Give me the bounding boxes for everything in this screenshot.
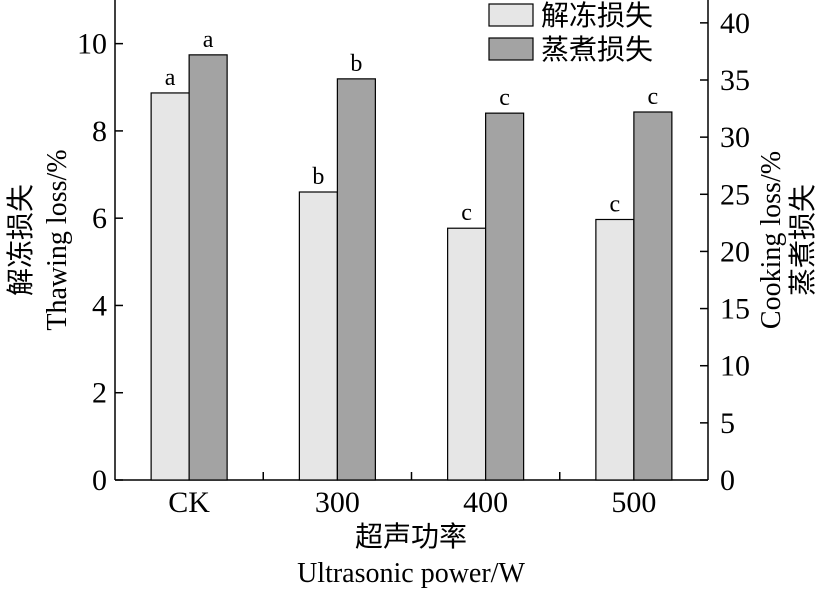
bars xyxy=(150,54,673,481)
left-y-ticks: 0 2 4 6 8 10 xyxy=(77,28,123,497)
legend-label-cooking: 蒸煮损失 xyxy=(541,34,653,66)
x-ticks: CK 300 400 500 xyxy=(168,472,656,519)
legend-swatch-cooking xyxy=(488,37,534,61)
right-y-axis-title-en: Cooking loss/% xyxy=(756,151,787,329)
x-axis-title-en: Ultrasonic power/W xyxy=(297,558,525,589)
x-tick-label: 400 xyxy=(463,486,508,519)
bar xyxy=(485,112,525,481)
right-y-tick-label: 20 xyxy=(720,235,750,268)
right-y-tick-label: 5 xyxy=(720,407,735,440)
x-tick-label: CK xyxy=(168,486,210,519)
right-y-tick-label: 30 xyxy=(720,121,750,154)
significance-labels: a b c c a b c c xyxy=(165,27,658,226)
bar xyxy=(188,54,228,481)
left-y-axis-title-cn: 解冻损失 xyxy=(5,184,37,296)
bar xyxy=(633,111,673,481)
left-y-tick-label: 6 xyxy=(92,202,107,235)
legend: 解冻损失 蒸煮损失 xyxy=(488,0,653,66)
x-tick-label: 300 xyxy=(315,486,360,519)
bar-significance-label: a xyxy=(203,27,214,53)
left-y-axis-title-en: Thawing loss/% xyxy=(42,149,73,330)
x-axis-title-cn: 超声功率 xyxy=(355,521,467,553)
left-y-tick-label: 0 xyxy=(92,464,107,497)
bar xyxy=(447,227,487,481)
left-y-tick-label: 8 xyxy=(92,115,107,148)
right-y-tick-label: 15 xyxy=(720,293,750,326)
bar xyxy=(336,78,376,481)
right-y-tick-label: 10 xyxy=(720,350,750,383)
bar-significance-label: c xyxy=(499,85,510,111)
right-y-tick-label: 35 xyxy=(720,64,750,97)
x-tick-label: 500 xyxy=(611,486,656,519)
bar xyxy=(298,191,338,481)
right-y-tick-label: 0 xyxy=(720,464,735,497)
right-y-axis-title-cn: 蒸煮损失 xyxy=(787,184,819,296)
left-y-tick-label: 4 xyxy=(92,289,107,322)
right-y-ticks: 0 5 10 15 20 25 30 35 40 xyxy=(700,7,750,497)
right-y-tick-label: 40 xyxy=(720,7,750,40)
bar-significance-label: b xyxy=(350,51,362,77)
bar-significance-label: c xyxy=(648,84,659,110)
bar xyxy=(595,218,635,481)
legend-label-thawing: 解冻损失 xyxy=(541,0,653,32)
right-y-tick-label: 25 xyxy=(720,178,750,211)
bar-significance-label: a xyxy=(165,65,176,91)
bar xyxy=(150,92,190,481)
left-y-tick-label: 10 xyxy=(77,28,107,61)
legend-swatch-thawing xyxy=(488,3,534,27)
left-y-tick-label: 2 xyxy=(92,377,107,410)
bar-significance-label: c xyxy=(610,191,621,217)
bar-significance-label: c xyxy=(461,200,472,226)
bar-significance-label: b xyxy=(312,164,324,190)
